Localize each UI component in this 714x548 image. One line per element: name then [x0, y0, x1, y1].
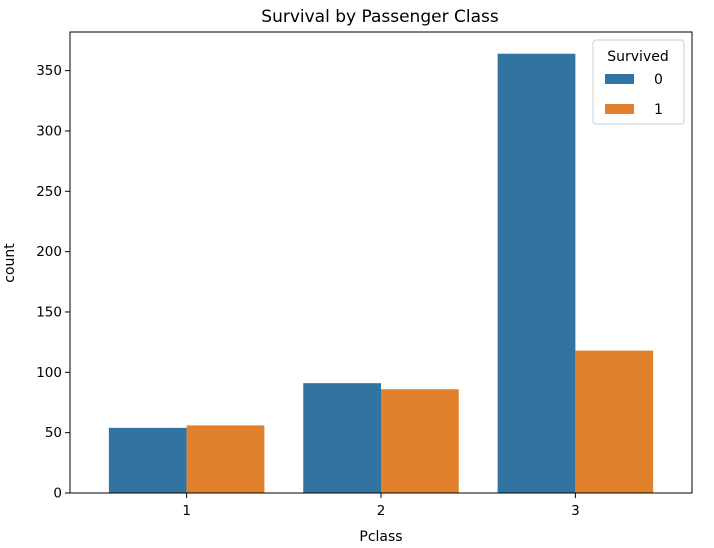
legend-label-survived-0: 0 [654, 72, 663, 88]
x-tick-label-2: 2 [377, 503, 386, 519]
y-tick-label-100: 100 [36, 365, 62, 381]
legend: Survived 0 1 [592, 39, 685, 125]
bar-pclass-3-survived-1 [575, 350, 654, 493]
x-axis: 1 2 3 [182, 493, 580, 519]
x-tick-label-1: 1 [182, 503, 191, 519]
y-tick-label-150: 150 [36, 304, 62, 320]
x-axis-label: Pclass [359, 529, 402, 545]
y-tick-label-250: 250 [36, 184, 62, 200]
y-tick-label-50: 50 [45, 425, 62, 441]
y-tick-label-200: 200 [36, 244, 62, 260]
bar-pclass-2-survived-0 [303, 383, 381, 493]
chart-title: Survival by Passenger Class [261, 7, 499, 27]
legend-label-survived-1: 1 [654, 102, 663, 118]
y-tick-label-300: 300 [36, 123, 62, 139]
bar-pclass-1-survived-0 [108, 427, 187, 493]
bar-pclass-1-survived-1 [186, 425, 265, 493]
plot-frame [69, 31, 693, 494]
legend-title: Survived [607, 49, 668, 65]
legend-box [592, 39, 685, 125]
bars-layer [108, 53, 654, 493]
bar-pclass-3-survived-0 [497, 53, 576, 493]
bar-pclass-2-survived-1 [381, 389, 459, 493]
y-axis-label: count [2, 243, 18, 283]
y-tick-label-350: 350 [36, 63, 62, 79]
legend-swatch-survived-0 [605, 74, 634, 84]
x-tick-label-3: 3 [571, 503, 580, 519]
y-axis: 0 50 100 150 200 250 300 350 [36, 63, 70, 502]
y-tick-label-0: 0 [53, 486, 62, 502]
legend-swatch-survived-1 [605, 104, 634, 114]
